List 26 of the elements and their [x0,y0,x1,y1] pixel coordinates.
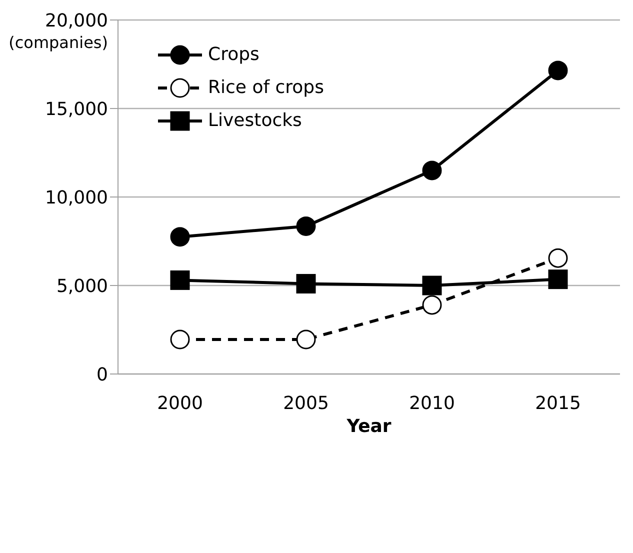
legend-label: Crops [208,44,260,65]
x-tick-label: 2000 [157,392,203,414]
x-axis-title: Year [346,416,392,437]
point [548,270,568,290]
point [422,276,442,296]
point [296,330,316,350]
point [170,270,190,290]
point [170,330,190,350]
point [548,248,568,268]
x-tick-label: 2005 [283,392,329,414]
y-tick-label: 5,000 [56,276,108,297]
point [296,274,316,294]
y-tick-label: 10,000 [45,187,108,208]
point [170,227,190,247]
y-axis-title: (companies) [8,33,108,52]
point [296,216,316,236]
legend-label: Rice of crops [208,77,324,98]
x-tick-label: 2010 [409,392,455,414]
x-tick-label: 2015 [535,392,581,414]
y-tick-label: 0 [96,364,108,386]
point [422,295,442,315]
point [548,60,568,80]
legend-label: Livestocks [208,110,302,131]
point [422,160,442,180]
y-tick-label: 15,000 [45,98,108,120]
y-tick-label: 20,000 [45,10,108,32]
